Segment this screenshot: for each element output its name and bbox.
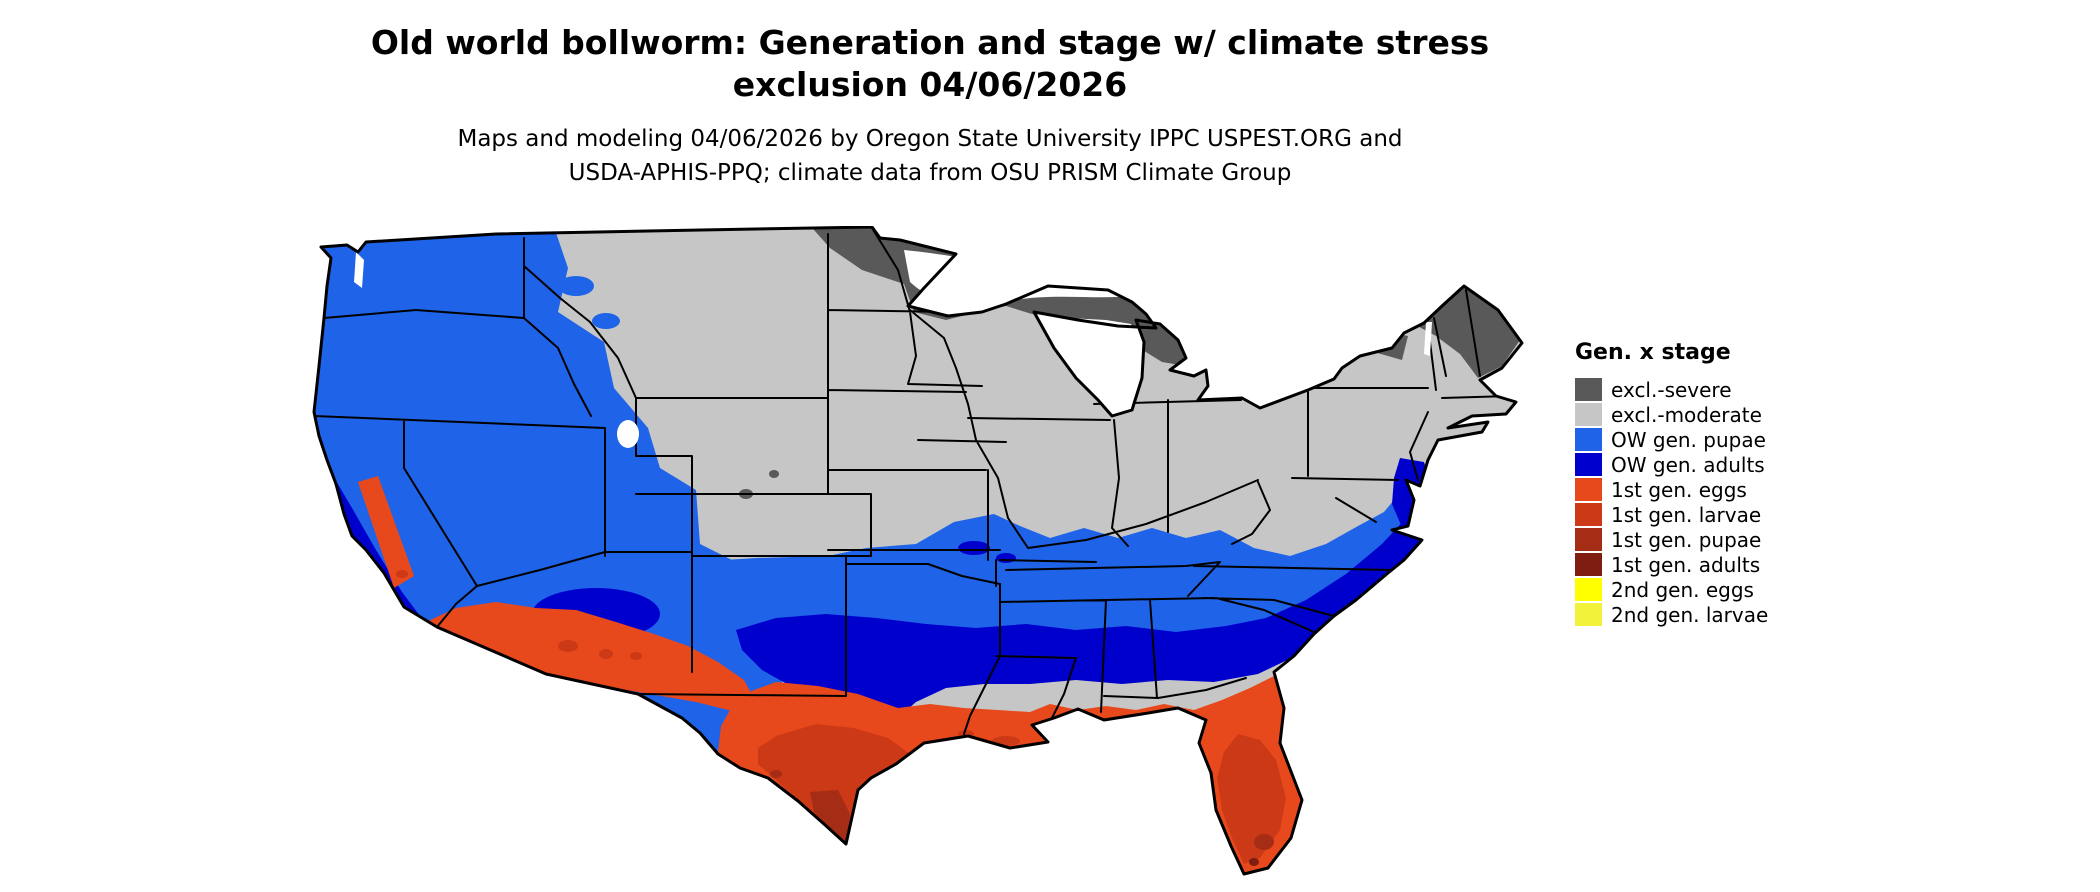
us-outline: [312, 225, 1524, 876]
lake-ontario: [1338, 326, 1396, 364]
great-lakes: [354, 250, 1432, 448]
legend-swatch: [1575, 528, 1602, 551]
legend-item: OW gen. pupae: [1575, 427, 1875, 452]
legend-swatch: [1575, 428, 1602, 451]
us-map-svg: [312, 225, 1524, 884]
legend-item: excl.-severe: [1575, 377, 1875, 402]
legend-swatch: [1575, 378, 1602, 401]
us-map: [306, 225, 1526, 886]
lake-michigan: [1036, 316, 1138, 412]
lake-superior: [904, 250, 1130, 306]
legend-swatch: [1575, 553, 1602, 576]
legend-item: 1st gen. adults: [1575, 552, 1875, 577]
legend-item-label: OW gen. adults: [1611, 452, 1765, 477]
region-1st-adults: [834, 846, 1259, 866]
page-subtitle-line2: USDA-APHIS-PPQ; climate data from OSU PR…: [568, 160, 1292, 186]
puget-sound: [354, 252, 364, 288]
legend-item-label: 1st gen. larvae: [1611, 502, 1762, 527]
state-borders: [314, 227, 1511, 735]
legend-swatch: [1575, 403, 1602, 426]
legend-item-label: excl.-moderate: [1611, 402, 1762, 427]
page-title: Old world bollworm: Generation and stage…: [300, 22, 1560, 106]
legend: Gen. x stage excl.-severe excl.-moderate…: [1575, 340, 1875, 627]
lake-huron: [1158, 316, 1198, 358]
legend-item-label: 1st gen. eggs: [1611, 477, 1747, 502]
page-subtitle-line1: Maps and modeling 04/06/2026 by Oregon S…: [457, 126, 1403, 152]
page-subtitle: Maps and modeling 04/06/2026 by Oregon S…: [300, 122, 1560, 190]
legend-item: OW gen. adults: [1575, 452, 1875, 477]
legend-item: 2nd gen. larvae: [1575, 602, 1875, 627]
legend-item: 1st gen. eggs: [1575, 477, 1875, 502]
page-title-line2: exclusion 04/06/2026: [732, 65, 1128, 104]
legend-item-label: 2nd gen. eggs: [1611, 577, 1754, 602]
legend-item-label: 2nd gen. larvae: [1611, 602, 1769, 627]
legend-swatch: [1575, 578, 1602, 601]
legend-item-label: 1st gen. adults: [1611, 552, 1761, 577]
legend-item: excl.-moderate: [1575, 402, 1875, 427]
legend-swatch: [1575, 453, 1602, 476]
great-salt-lake: [617, 420, 639, 448]
legend-swatch: [1575, 603, 1602, 626]
lake-erie: [1244, 356, 1336, 402]
legend-title: Gen. x stage: [1575, 340, 1731, 365]
legend-item: 2nd gen. eggs: [1575, 577, 1875, 602]
legend-item: 1st gen. larvae: [1575, 502, 1875, 527]
legend-item-label: OW gen. pupae: [1611, 427, 1766, 452]
region-2nd-eggs: [1203, 874, 1246, 884]
legend-item-label: excl.-severe: [1611, 377, 1732, 402]
legend-item-label: 1st gen. pupae: [1611, 527, 1762, 552]
lake-champlain: [1424, 322, 1432, 356]
legend-item: 1st gen. pupae: [1575, 527, 1875, 552]
legend-swatch: [1575, 503, 1602, 526]
page-title-line1: Old world bollworm: Generation and stage…: [370, 23, 1490, 62]
region-1st-pupae: [770, 770, 1274, 850]
legend-swatch: [1575, 478, 1602, 501]
